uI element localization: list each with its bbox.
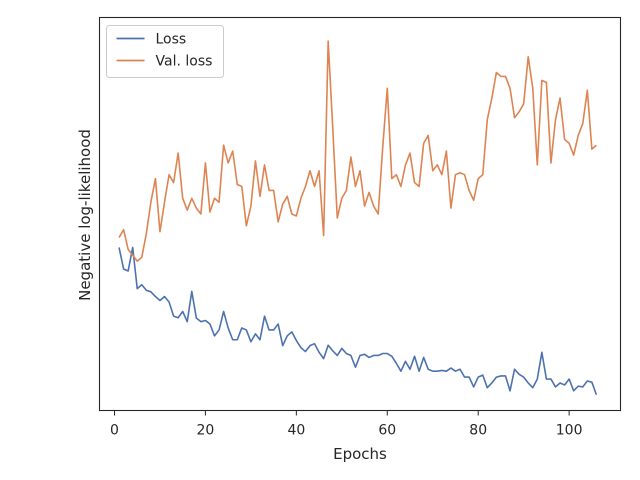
x-axis-label: Epochs	[333, 445, 387, 463]
x-tick-label: 80	[469, 423, 487, 439]
series-layer	[118, 40, 598, 396]
x-tick-label: 60	[378, 423, 396, 439]
x-axis-ticks: 0 20 40 60 80 100	[110, 410, 583, 439]
x-tick-label: 100	[556, 423, 583, 439]
legend: Loss Val. loss	[106, 25, 224, 78]
y-axis-label: Negative log-likelihood	[76, 129, 94, 301]
legend-label-1: Val. loss	[156, 54, 213, 70]
plot-frame	[98, 16, 622, 412]
series-line-0	[118, 246, 598, 396]
x-tick-label: 20	[197, 423, 215, 439]
series-line-1	[118, 40, 597, 262]
legend-label-0: Loss	[156, 32, 187, 48]
x-tick-label: 40	[287, 423, 305, 439]
x-tick-label: 0	[110, 423, 119, 439]
